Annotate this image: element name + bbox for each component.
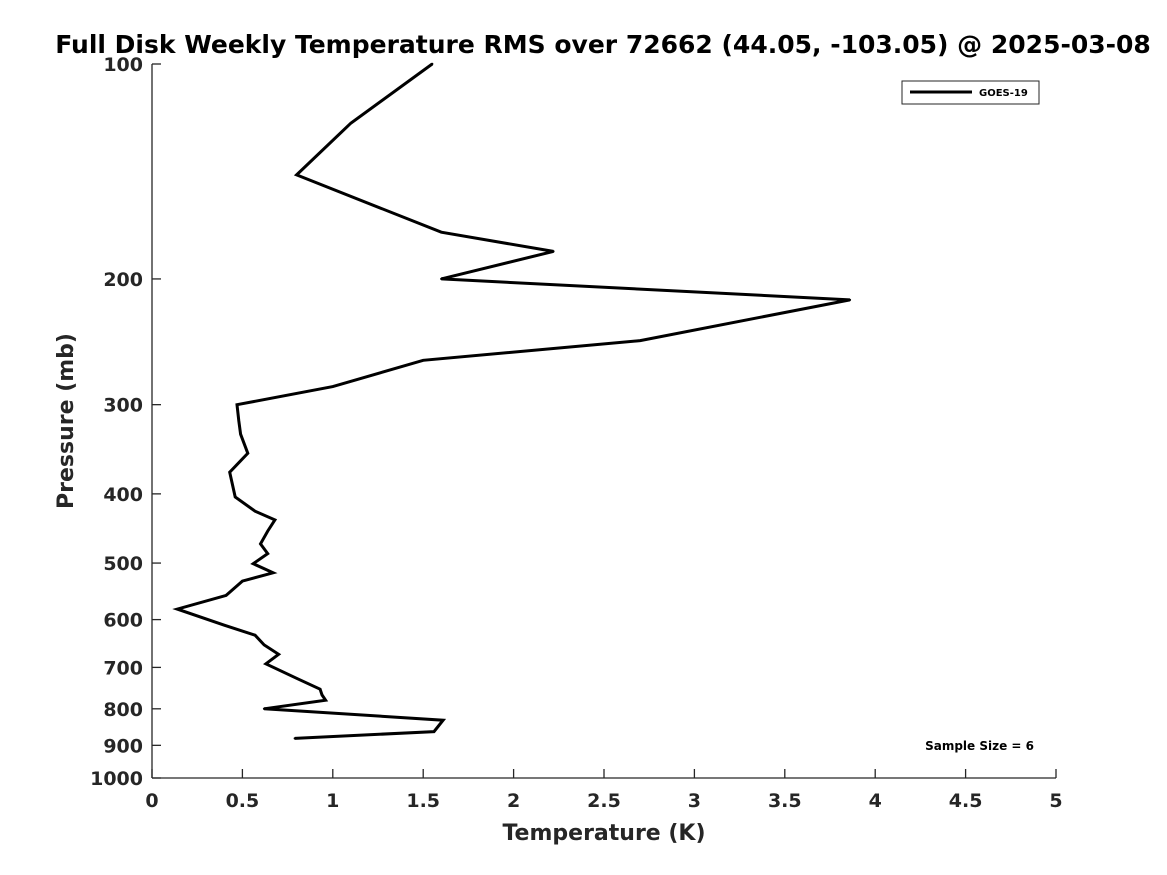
- x-tick-label: 5: [1049, 790, 1062, 812]
- data-point: [228, 471, 231, 474]
- data-point: [237, 419, 240, 422]
- x-axis-label: Temperature (K): [502, 821, 705, 846]
- data-point: [318, 688, 322, 691]
- x-tick-label: 0.5: [226, 790, 260, 812]
- data-point: [331, 385, 334, 388]
- x-tick-label: 1.5: [406, 790, 440, 812]
- data-point: [440, 277, 443, 281]
- data-point: [253, 634, 257, 637]
- data-point: [324, 699, 327, 702]
- y-tick-label: 700: [103, 657, 143, 679]
- data-point: [252, 562, 255, 565]
- y-tick-label: 100: [103, 54, 143, 76]
- legend: GOES-19: [901, 80, 1040, 105]
- data-point: [848, 298, 852, 302]
- data-point: [431, 62, 434, 66]
- data-point: [552, 250, 555, 253]
- data-point: [271, 571, 275, 574]
- y-tick-label: 600: [103, 610, 143, 632]
- y-tick-label: 500: [103, 553, 143, 575]
- x-tick-label: 1: [326, 790, 339, 812]
- data-point: [639, 339, 642, 342]
- data-point: [277, 653, 280, 656]
- x-tick-label: 2.5: [587, 790, 621, 812]
- x-tick-label: 2: [507, 790, 520, 812]
- x-tick-label: 0: [145, 790, 158, 812]
- data-point: [224, 594, 228, 597]
- data-point: [320, 693, 324, 697]
- data-point: [246, 452, 249, 455]
- y-tick-label: 300: [103, 395, 143, 417]
- x-tick-label: 3.5: [768, 790, 802, 812]
- y-axis-label: Pressure (mb): [54, 333, 79, 509]
- data-point: [239, 433, 242, 436]
- data-point: [295, 173, 298, 177]
- x-tick-label: 3: [688, 790, 701, 812]
- data-point: [234, 495, 237, 499]
- data-point: [432, 730, 436, 733]
- data-point: [262, 707, 266, 710]
- data-point: [253, 510, 257, 513]
- y-tick-label: 1000: [90, 768, 143, 790]
- data-point: [295, 677, 298, 680]
- y-tick-label: 900: [103, 735, 143, 757]
- y-tick-label: 800: [103, 699, 143, 721]
- x-tick-label: 4: [869, 790, 882, 812]
- data-point: [266, 552, 269, 555]
- x-tick-label: 4.5: [949, 790, 983, 812]
- legend-label-goes-19: GOES-19: [979, 88, 1028, 99]
- x-axis-ticks: 0 0.5 1 1.5 2 2.5 3 3.5 4 4.5 5: [145, 769, 1063, 812]
- data-point: [223, 624, 226, 627]
- data-point: [293, 737, 296, 740]
- data-point: [259, 542, 262, 546]
- data-point: [441, 719, 445, 722]
- chart-title: Full Disk Weekly Temperature RMS over 72…: [55, 30, 1151, 59]
- data-point: [264, 662, 268, 665]
- data-point: [262, 643, 266, 647]
- data-point: [349, 121, 353, 125]
- data-point: [176, 607, 179, 611]
- data-point: [241, 579, 244, 583]
- y-tick-label: 400: [103, 484, 143, 506]
- data-point: [273, 518, 277, 522]
- data-point: [440, 231, 443, 234]
- series-points: [176, 62, 852, 740]
- y-tick-label: 200: [103, 269, 143, 291]
- sample-size-annotation: Sample Size = 6: [925, 739, 1034, 753]
- data-point: [266, 529, 269, 533]
- data-point: [422, 359, 425, 362]
- data-point: [235, 403, 239, 406]
- y-axis-ticks: 100 200 300 400 500 600 700 800 900 1000: [90, 54, 161, 790]
